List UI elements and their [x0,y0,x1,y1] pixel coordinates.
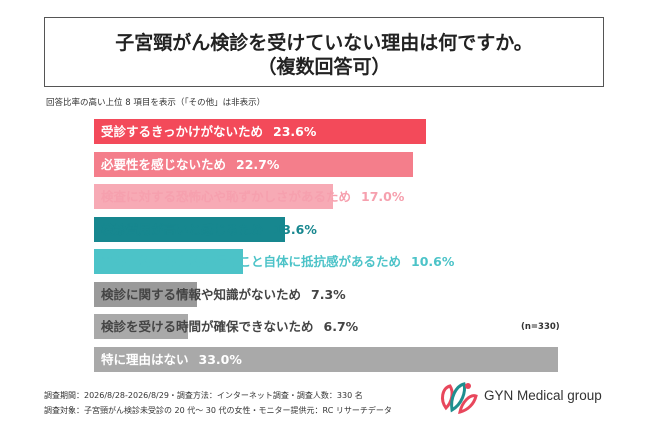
value-label: 23.6% [273,124,317,139]
value-label: 7.3% [311,286,346,302]
bar-3 [94,184,334,209]
value-label: 33.0% [198,351,242,367]
chart-subtitle: （複数回答可） [257,56,391,78]
bar-label-8: 特に理由はない 33.0% [101,347,242,372]
value-label: 6.7% [323,319,359,334]
flower-logo-icon [441,382,478,415]
category-label: 必要性を感じないため [101,156,227,172]
bar-1 [94,119,426,144]
chart-title-box: 子宮頸がん検診を受けていない理由は何ですか。 （複数回答可） [44,17,604,87]
category-label: 産婦人科・婦人科に行くこと自体に抵抗感があるため [101,254,402,269]
bar-2 [94,151,414,177]
category-label: 検診に関する情報や知識がないため [101,286,302,302]
logo-text: GYN Medical group [484,388,602,403]
category-label: 検査に対する恐怖心や恥ずかしさがあるため [101,189,352,204]
bar-label-7: 検診を受ける時間が確保できないため 6.7% [101,314,358,339]
bar-6 [94,281,197,307]
value-label: 22.7% [236,156,280,172]
bar-label-1: 受診するきっかけがないため 23.6% [101,119,316,144]
category-label: 受診するきっかけがないため [101,124,264,139]
bar-label-5: 産婦人科・婦人科に行くこと自体に抵抗感があるため 10.6% [101,249,454,274]
category-label: 検診費用が高いと感じるため [101,221,264,237]
chart-title: 子宮頸がん検診を受けていない理由は何ですか。 [115,32,533,54]
category-label: 特に理由はない [101,351,189,367]
footer-survey-target: 調査対象：子宮頸がん検診未受診の 20 代〜 30 代の女性・モニター提供元：R… [44,406,392,415]
footer-survey-period: 調査期間：2026/8/28-2026/8/29・調査方法：インターネット調査・… [44,391,363,400]
value-label: 17.0% [361,189,405,204]
bar-7 [94,314,189,339]
bar-label-3: 検査に対する恐怖心や恥ずかしさがあるため 17.0% [101,184,404,209]
sample-size-note: (n=330) [521,322,560,332]
value-label: 10.6% [411,254,455,269]
bar-label-4: 検診費用が高いと感じるため 13.6% [101,217,317,242]
value-label: 13.6% [273,221,317,237]
bar-label-2: 必要性を感じないため 22.7% [101,152,279,177]
bar-5 [94,249,244,274]
bar-label-6: 検診に関する情報や知識がないため 7.3% [101,282,346,307]
bar-8 [94,346,558,372]
category-label: 検診を受ける時間が確保できないため [101,319,314,334]
display-note: 回答比率の高い上位 8 項目を表示（「その他」は非表示） [46,98,266,108]
bar-4 [94,216,286,242]
